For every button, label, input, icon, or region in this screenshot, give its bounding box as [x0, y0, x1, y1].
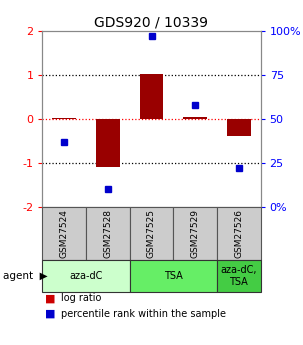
Bar — [42, 207, 86, 260]
Text: ■: ■ — [45, 309, 56, 319]
Bar — [227, 119, 251, 136]
Bar — [217, 260, 261, 292]
Text: GDS920 / 10339: GDS920 / 10339 — [95, 16, 208, 30]
Text: agent  ▶: agent ▶ — [3, 271, 48, 281]
Bar — [42, 260, 130, 292]
Bar — [52, 118, 76, 119]
Text: percentile rank within the sample: percentile rank within the sample — [61, 309, 226, 319]
Text: GSM27528: GSM27528 — [103, 209, 112, 258]
Bar — [96, 119, 120, 167]
Text: GSM27529: GSM27529 — [191, 209, 200, 258]
Bar — [130, 260, 217, 292]
Bar — [183, 117, 207, 119]
Text: ■: ■ — [45, 293, 56, 303]
Bar — [217, 207, 261, 260]
Text: GSM27524: GSM27524 — [60, 209, 69, 258]
Text: GSM27525: GSM27525 — [147, 209, 156, 258]
Text: aza-dC: aza-dC — [69, 271, 103, 281]
Text: aza-dC,
TSA: aza-dC, TSA — [221, 265, 257, 287]
Text: GSM27526: GSM27526 — [234, 209, 243, 258]
Bar — [130, 207, 173, 260]
Bar — [139, 74, 164, 119]
Text: TSA: TSA — [164, 271, 183, 281]
Text: log ratio: log ratio — [61, 293, 101, 303]
Bar — [173, 207, 217, 260]
Bar — [86, 207, 130, 260]
